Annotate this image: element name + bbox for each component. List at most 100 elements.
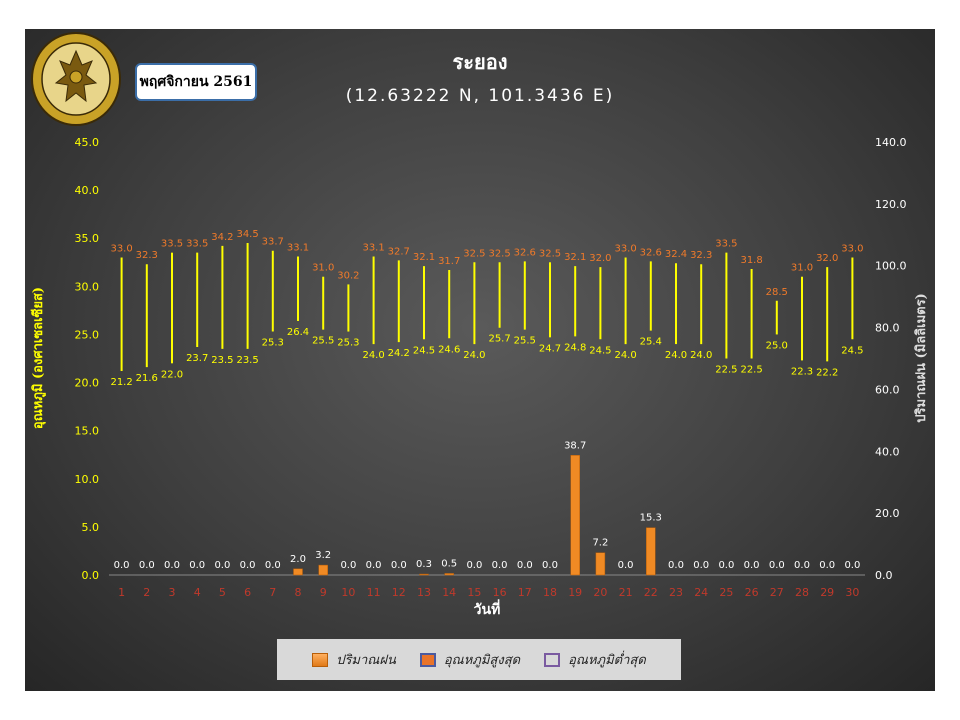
rain-value-label: 0.0 [844,560,860,571]
rain-value-label: 0.0 [668,560,684,571]
x-tick-label: 13 [417,586,431,599]
x-tick-label: 4 [194,586,201,599]
min-temp-label: 23.5 [211,355,233,366]
min-temp-label: 24.5 [841,345,863,356]
x-tick-label: 11 [367,586,381,599]
rain-swatch [312,652,329,667]
min-temp-label: 24.6 [438,344,460,355]
min-temp-label: 26.4 [287,327,309,338]
min-temp-label: 24.8 [564,342,586,353]
max-temp-label: 32.1 [413,252,435,263]
x-tick-label: 14 [442,586,456,599]
x-tick-label: 7 [269,586,276,599]
x-tick-label: 12 [392,586,406,599]
y-left-tick-label: 30.0 [75,280,100,293]
max-temp-label: 33.0 [841,243,863,254]
max-temp-label: 32.0 [589,253,611,264]
rain-value-label: 0.0 [164,560,180,571]
legend-label-min-temp: อุณหภูมิต่ำสุด [568,653,646,668]
rain-value-label: 0.5 [441,558,457,569]
x-tick-label: 26 [745,586,759,599]
rain-value-label: 0.0 [240,560,256,571]
x-tick-label: 18 [543,586,557,599]
max-temp-label: 31.0 [791,263,813,274]
y-right-tick-label: 100.0 [875,260,907,273]
min-temp-label: 25.5 [312,336,334,347]
min-temp-label: 24.0 [614,350,636,361]
y-right-tick-label: 60.0 [875,383,900,396]
y-left-tick-label: 5.0 [82,521,100,534]
min-temp-label: 24.2 [388,348,410,359]
max-temp-label: 34.2 [211,232,233,243]
max-temp-label: 32.6 [514,247,536,258]
min-temp-label: 25.7 [488,334,510,345]
x-tick-label: 2 [143,586,150,599]
x-tick-label: 1 [118,586,125,599]
chart-panel [25,29,935,691]
max-temp-label: 28.5 [766,287,788,298]
rain-value-label: 38.7 [564,440,586,451]
y-left-tick-label: 0.0 [82,569,100,582]
y-left-tick-label: 45.0 [75,136,100,149]
y-left-axis-title: อุณหภูมิ (องศาเซลเซียส) [30,287,46,429]
max-temp-label: 33.1 [287,243,309,254]
rain-value-label: 0.0 [466,560,482,571]
max-temp-label: 32.1 [564,252,586,263]
max-temp-label: 32.5 [463,248,485,259]
rain-value-label: 0.0 [517,560,533,571]
min-temp-label: 22.5 [715,365,737,376]
max-temp-label: 32.4 [665,249,687,260]
x-tick-label: 5 [219,586,226,599]
x-tick-label: 23 [669,586,683,599]
month-label: พฤศจิกายน 2561 [135,63,257,101]
rain-value-label: 0.0 [366,560,382,571]
x-tick-label: 19 [568,586,582,599]
min-temp-swatch [544,652,561,667]
min-temp-label: 22.2 [816,367,838,378]
x-tick-label: 10 [341,586,355,599]
rain-value-label: 0.3 [416,559,432,570]
max-temp-label: 33.7 [262,237,284,248]
legend-label-max-temp: อุณหภูมิสูงสุด [443,653,521,668]
rain-value-label: 0.0 [214,560,230,571]
rain-value-label: 0.0 [391,560,407,571]
max-temp-label: 33.0 [110,243,132,254]
rain-value-label: 0.0 [819,560,835,571]
min-temp-label: 21.2 [110,377,132,388]
max-temp-label: 32.0 [816,253,838,264]
rain-value-label: 0.0 [189,560,205,571]
legend: ปริมาณฝน อุณหภูมิสูงสุด อุณหภูมิต่ำสุด [277,639,681,680]
x-tick-label: 28 [795,586,809,599]
legend-item-min-temp: อุณหภูมิต่ำสุด [544,649,646,670]
rain-value-label: 0.0 [718,560,734,571]
min-temp-label: 24.7 [539,343,561,354]
x-tick-label: 29 [820,586,834,599]
y-left-tick-label: 35.0 [75,232,100,245]
x-tick-label: 6 [244,586,251,599]
min-temp-label: 22.0 [161,369,183,380]
max-temp-label: 33.0 [614,243,636,254]
y-left-tick-label: 10.0 [75,473,100,486]
x-tick-label: 21 [619,586,633,599]
y-right-tick-label: 120.0 [875,198,907,211]
legend-label-rain: ปริมาณฝน [336,653,396,668]
min-temp-label: 21.6 [136,373,158,384]
max-temp-label: 33.5 [715,239,737,250]
x-tick-label: 24 [694,586,708,599]
max-temp-label: 33.5 [161,239,183,250]
y-right-tick-label: 40.0 [875,445,900,458]
y-left-tick-label: 25.0 [75,328,100,341]
y-right-axis-title: ปริมาณฝน (มิลลิเมตร) [914,293,929,422]
rain-value-label: 3.2 [315,550,331,561]
rain-value-label: 0.0 [340,560,356,571]
rain-value-label: 0.0 [618,560,634,571]
max-temp-label: 34.5 [236,229,258,240]
max-temp-label: 32.5 [488,248,510,259]
max-temp-label: 31.7 [438,256,460,267]
legend-item-max-temp: อุณหภูมิสูงสุด [419,649,521,670]
x-tick-label: 20 [593,586,607,599]
min-temp-label: 23.7 [186,353,208,364]
max-temp-label: 32.7 [388,246,410,257]
rain-value-label: 0.0 [769,560,785,571]
min-temp-label: 23.5 [236,355,258,366]
